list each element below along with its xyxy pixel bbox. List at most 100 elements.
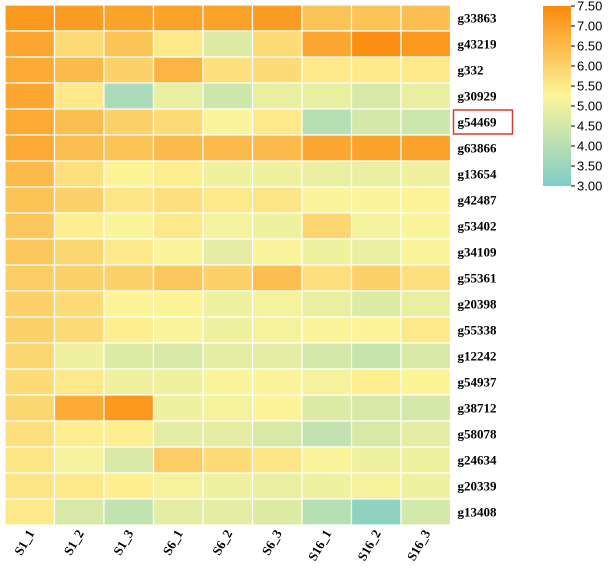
column-label: S16_1 <box>305 527 335 563</box>
heatmap-cell <box>400 472 452 500</box>
heatmap-cell <box>251 82 303 110</box>
heatmap-cell <box>4 4 56 32</box>
colorbar-tick-label: 7.50 <box>577 0 602 14</box>
heatmap-cell <box>4 30 56 58</box>
colorbar-tick-label: 6.50 <box>577 39 602 54</box>
heatmap-cell <box>103 160 155 188</box>
highlighted-row-label-box <box>452 109 514 135</box>
heatmap-cell <box>350 290 402 318</box>
heatmap-cell <box>350 264 402 292</box>
heatmap-cell <box>251 30 303 58</box>
heatmap-cell <box>4 472 56 500</box>
colorbar: 7.50 7.00 6.50 6.00 5.50 5.00 4.50 4.00 3.50 3.00 <box>543 0 602 194</box>
heatmap-cell <box>301 30 353 58</box>
heatmap-cell <box>251 420 303 448</box>
column-label: S16_2 <box>354 527 384 563</box>
heatmap-cell <box>202 160 254 188</box>
heatmap-cell <box>152 472 204 500</box>
heatmap-cell <box>103 290 155 318</box>
heatmap-cell <box>202 446 254 474</box>
column-label: S1_1 <box>11 527 37 558</box>
heatmap-cell <box>251 186 303 214</box>
heatmap-cell <box>301 472 353 500</box>
heatmap-cell <box>202 394 254 422</box>
heatmap-cell <box>4 160 56 188</box>
heatmap-cell <box>251 56 303 84</box>
heatmap-cell <box>350 212 402 240</box>
heatmap-cell <box>251 238 303 266</box>
heatmap-cell <box>251 212 303 240</box>
heatmap-cell <box>53 446 105 474</box>
heatmap-cell <box>103 264 155 292</box>
heatmap-cell <box>152 316 204 344</box>
heatmap-cell <box>301 316 353 344</box>
heatmap-cell <box>202 212 254 240</box>
row-label: g13408 <box>458 505 498 520</box>
heatmap-cell <box>53 4 105 32</box>
heatmap-cell <box>251 498 303 526</box>
heatmap-cell <box>4 316 56 344</box>
heatmap-cell <box>251 394 303 422</box>
heatmap-cell <box>202 82 254 110</box>
row-label: g24634 <box>458 453 498 468</box>
heatmap-cell <box>4 264 56 292</box>
heatmap-cell <box>4 342 56 370</box>
heatmap-cell <box>53 82 105 110</box>
heatmap-cell <box>400 212 452 240</box>
heatmap-cell <box>202 420 254 448</box>
column-label: S6_3 <box>258 527 285 558</box>
heatmap-cell <box>400 134 452 162</box>
heatmap-cell <box>251 290 303 318</box>
heatmap-cell <box>53 108 105 136</box>
heatmap-cell <box>152 108 204 136</box>
heatmap-cell <box>202 56 254 84</box>
heatmap-cell <box>251 446 303 474</box>
colorbar-tick-label: 6.00 <box>577 59 602 74</box>
heatmap-cell <box>103 368 155 396</box>
heatmap-cell <box>350 238 402 266</box>
heatmap-cell <box>152 446 204 474</box>
heatmap-cell <box>53 368 105 396</box>
heatmap-cell <box>103 238 155 266</box>
heatmap-cell <box>400 238 452 266</box>
heatmap-cell <box>202 472 254 500</box>
heatmap-cell <box>251 4 303 32</box>
heatmap-cell <box>202 108 254 136</box>
colorbar-ticks: 7.50 7.00 6.50 6.00 5.50 5.00 4.50 4.00 3.50 3.00 <box>571 0 602 194</box>
column-label: S6_2 <box>209 527 235 558</box>
heatmap-cell <box>4 134 56 162</box>
heatmap-cell <box>400 56 452 84</box>
heatmap-cell <box>152 82 204 110</box>
heatmap-cell <box>53 394 105 422</box>
heatmap-cell <box>103 4 155 32</box>
row-label: g63866 <box>458 141 498 156</box>
heatmap-cell <box>350 316 402 344</box>
row-label: g53402 <box>458 219 497 234</box>
heatmap-cell <box>350 446 402 474</box>
heatmap-cell <box>53 316 105 344</box>
heatmap-cell <box>103 394 155 422</box>
heatmap-cell <box>53 498 105 526</box>
heatmap-cell <box>350 368 402 396</box>
heatmap-cell <box>103 82 155 110</box>
heatmap-cell <box>251 108 303 136</box>
row-label: g55361 <box>458 271 497 286</box>
row-label: g13654 <box>458 167 498 182</box>
heatmap-cell <box>301 498 353 526</box>
row-label: g42487 <box>458 193 498 208</box>
heatmap-cell <box>350 472 402 500</box>
row-label: g33863 <box>458 11 498 26</box>
heatmap-cell <box>4 394 56 422</box>
colorbar-gradient <box>543 6 571 186</box>
heatmap-cell <box>202 342 254 370</box>
heatmap-cell <box>103 186 155 214</box>
column-label: S1_3 <box>110 527 137 558</box>
heatmap-cell <box>4 368 56 396</box>
heatmap-cell <box>350 420 402 448</box>
heatmap-cell <box>400 420 452 448</box>
heatmap-cell <box>400 160 452 188</box>
heatmap-cell <box>202 4 254 32</box>
heatmap-cell <box>301 394 353 422</box>
heatmap-cell <box>53 160 105 188</box>
